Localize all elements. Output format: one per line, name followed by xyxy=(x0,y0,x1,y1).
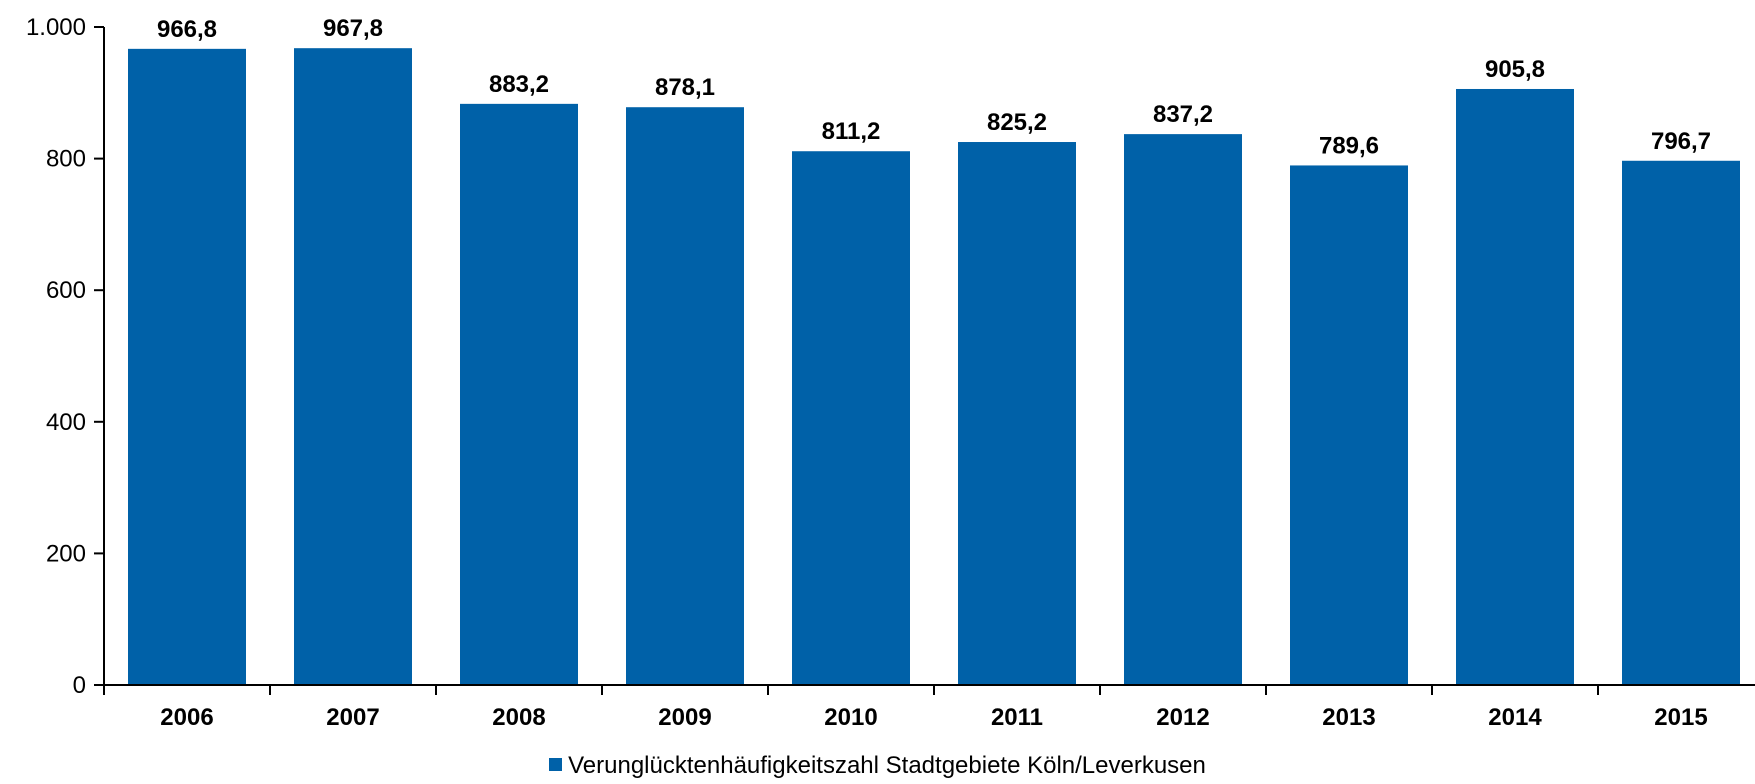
data-label-2006: 966,8 xyxy=(157,16,217,43)
bar-2008 xyxy=(460,103,578,686)
bar-2015 xyxy=(1622,160,1740,686)
legend: Verunglücktenhäufigkeitszahl Stadtgebiet… xyxy=(0,752,1755,780)
x-tick-label-2013: 2013 xyxy=(1322,704,1375,731)
y-tick-label-400: 400 xyxy=(46,409,86,436)
data-label-2013: 789,6 xyxy=(1319,132,1379,159)
y-tick-label-1000: 1.000 xyxy=(26,14,86,41)
data-label-2010: 811,2 xyxy=(822,118,881,145)
legend-label: Verunglücktenhäufigkeitszahl Stadtgebiet… xyxy=(568,752,1206,779)
y-tick-label-200: 200 xyxy=(46,540,86,567)
x-tick-label-2008: 2008 xyxy=(492,704,545,731)
bar-2014 xyxy=(1456,88,1574,686)
x-tick-label-2006: 2006 xyxy=(160,704,213,731)
data-label-2008: 883,2 xyxy=(489,71,549,98)
bar-2010 xyxy=(792,151,910,685)
x-tick-label-2011: 2011 xyxy=(991,704,1043,731)
bar-chart: 966,8 967,8 883,2 878,1 811,2 825,2 837,2 789,6… xyxy=(26,14,1755,731)
axes-group: 2006 2007 2008 2009 2010 2011 2012 2013 2014 2015… xyxy=(26,14,1755,731)
bar-2012 xyxy=(1124,134,1242,685)
x-tick-label-2007: 2007 xyxy=(326,704,379,731)
y-tick-label-800: 800 xyxy=(46,146,86,173)
bars-group xyxy=(128,48,1740,686)
data-label-2012: 837,2 xyxy=(1153,101,1213,128)
data-label-2011: 825,2 xyxy=(987,109,1047,136)
data-label-2015: 796,7 xyxy=(1651,128,1711,155)
y-tick-label-600: 600 xyxy=(46,277,86,304)
data-label-2014: 905,8 xyxy=(1485,56,1545,83)
y-tick-label-0: 0 xyxy=(73,672,86,699)
bar-2006 xyxy=(128,48,246,686)
bar-2013 xyxy=(1290,165,1408,685)
x-tick-label-2012: 2012 xyxy=(1156,704,1209,731)
bar-2007 xyxy=(294,48,412,685)
x-tick-label-2015: 2015 xyxy=(1654,704,1707,731)
x-tick-label-2014: 2014 xyxy=(1488,704,1542,731)
x-tick-label-2009: 2009 xyxy=(658,704,711,731)
data-labels-group: 966,8 967,8 883,2 878,1 811,2 825,2 837,2 789,6… xyxy=(157,15,1711,159)
data-label-2007: 967,8 xyxy=(323,15,383,42)
x-tick-label-2010: 2010 xyxy=(824,704,877,731)
data-label-2009: 878,1 xyxy=(655,74,715,101)
bar-2009 xyxy=(626,107,744,685)
legend-swatch xyxy=(549,758,563,771)
bar-2011 xyxy=(958,142,1076,685)
